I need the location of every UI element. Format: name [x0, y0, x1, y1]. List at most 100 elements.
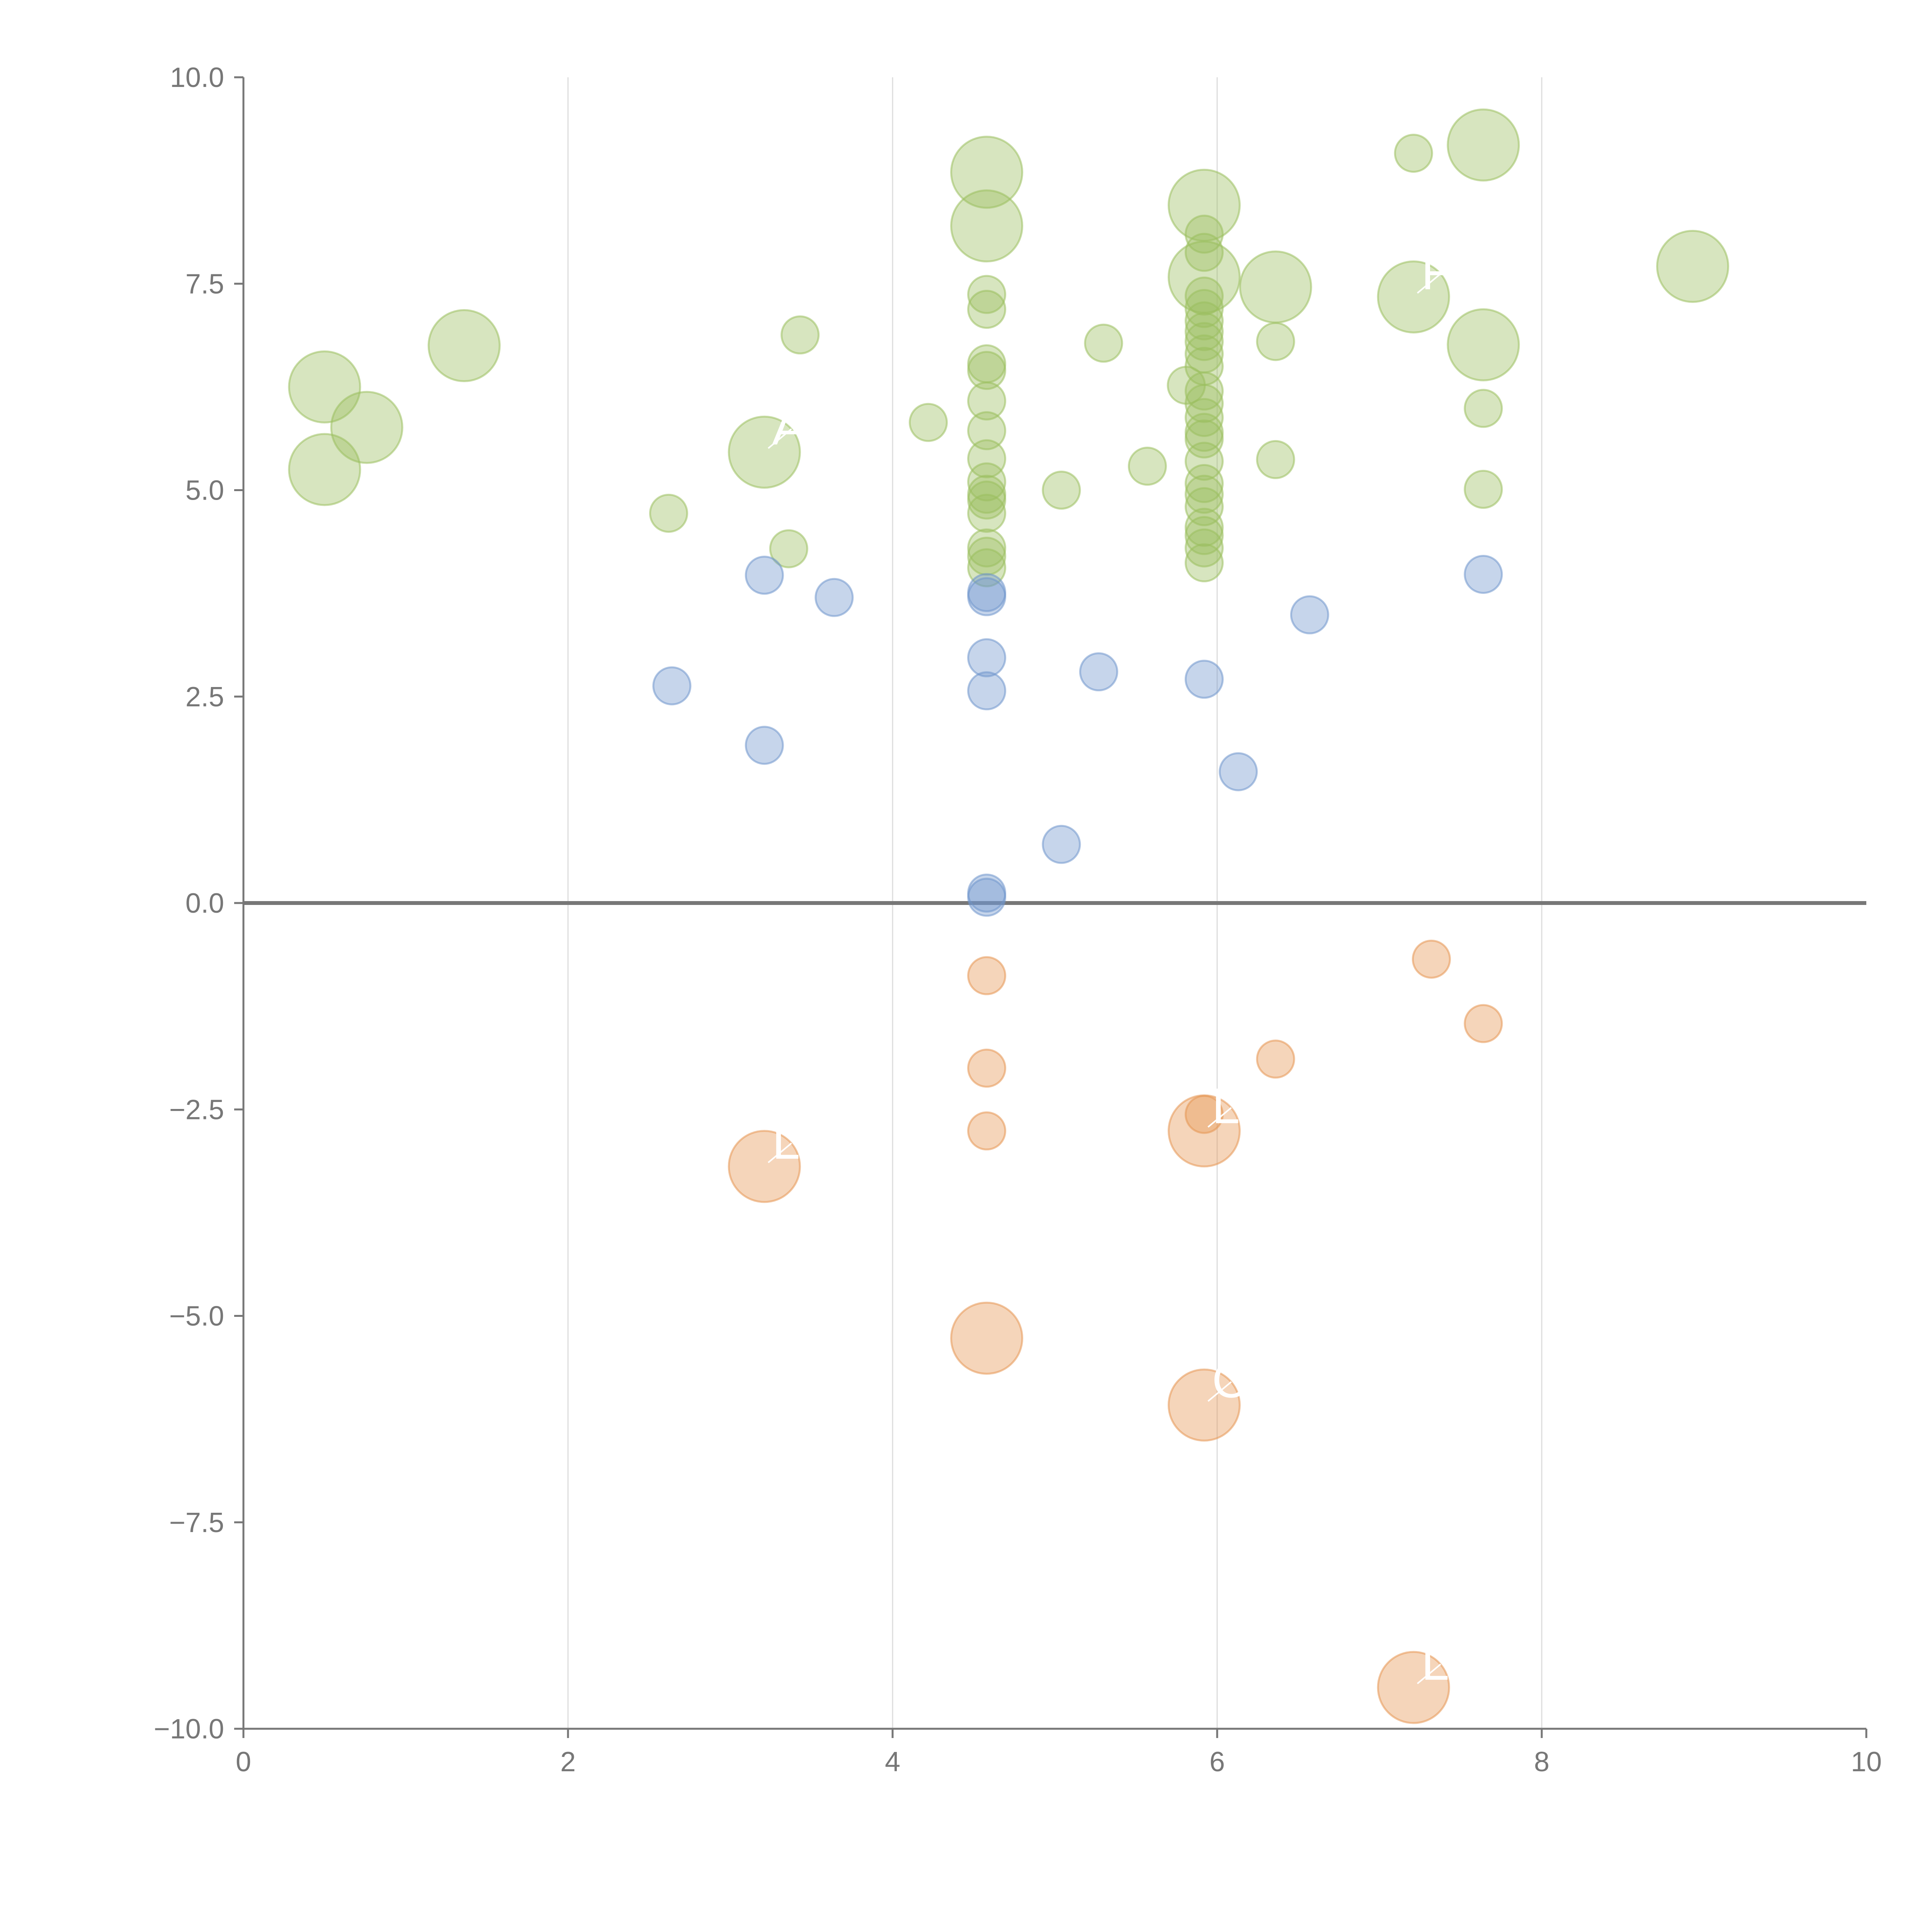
y-tick-label: 0.0 — [185, 888, 224, 919]
neutral-bubble — [745, 556, 784, 595]
positive-bubble — [1464, 469, 1503, 509]
positive-bubble — [728, 415, 801, 489]
positive-bubble — [908, 403, 948, 442]
positive-bubble — [1239, 250, 1312, 324]
positive-bubble — [1184, 442, 1224, 481]
x-tick-label: 8 — [1534, 1747, 1549, 1777]
neutral-bubble — [967, 878, 1007, 917]
positive-bubble — [1184, 289, 1224, 328]
negative-bubble — [967, 956, 1007, 995]
y-tick-label: 2.5 — [185, 682, 224, 713]
positive-bubble — [967, 493, 1007, 533]
positive-bubble — [1184, 516, 1224, 555]
positive-bubble — [781, 315, 820, 355]
neutral-bubble — [1184, 660, 1224, 699]
positive-bubble — [967, 439, 1007, 478]
y-tick-label: −7.5 — [169, 1507, 224, 1538]
neutral-bubble — [745, 726, 784, 765]
annotation-leader — [1208, 1107, 1232, 1128]
positive-bubble — [1184, 312, 1224, 351]
neutral-bubble — [967, 638, 1007, 677]
positive-bubble — [1184, 487, 1224, 526]
annotation-label: L — [772, 1113, 800, 1170]
annotation-label: C — [1212, 1352, 1248, 1408]
neutral-bubble — [1464, 554, 1503, 594]
annotation-label: L — [1421, 1634, 1449, 1690]
positive-bubble — [967, 480, 1007, 520]
annotations: A F L L C L — [767, 243, 1452, 1690]
positive-bubble — [1377, 260, 1450, 333]
positive-bubble — [1184, 543, 1224, 583]
positive-bubble — [1447, 308, 1520, 381]
y-tick-label: 5.0 — [185, 475, 224, 506]
positive-bubble — [950, 136, 1024, 209]
positive-bubble — [1184, 464, 1224, 503]
positive-bubble — [1184, 474, 1224, 514]
positive-bubble — [769, 529, 808, 568]
annotation-label: L — [1212, 1078, 1240, 1134]
neutral-bubble — [815, 578, 854, 617]
x-tick-label: 4 — [885, 1747, 900, 1777]
positive-bubble — [1447, 108, 1520, 182]
positive-bubble — [1184, 508, 1224, 547]
negative-bubble — [950, 1301, 1024, 1375]
positive-bubble — [1042, 471, 1081, 510]
positive-bubble — [967, 528, 1007, 568]
neutral-bubble — [1042, 825, 1081, 864]
positive-bubble — [967, 381, 1007, 421]
positive-bubble — [1256, 440, 1295, 479]
y-tick-label: −10.0 — [154, 1714, 224, 1745]
annotation-leader — [1417, 273, 1441, 294]
positive-bubble — [330, 391, 403, 464]
negative-bubble — [1377, 1651, 1450, 1724]
positive-bubble — [1256, 322, 1295, 361]
x-tick-label: 2 — [560, 1747, 576, 1777]
positive-bubble — [967, 289, 1007, 329]
y-tick-label: 10.0 — [170, 62, 224, 93]
positive-bubble — [649, 493, 688, 533]
positive-bubble — [967, 351, 1007, 390]
negative-bubble — [1256, 1039, 1295, 1079]
x-tick-label: 6 — [1209, 1747, 1225, 1777]
neutral-bubble — [967, 577, 1007, 616]
positive-bubble — [288, 433, 361, 506]
positive-bubble — [1464, 389, 1503, 428]
positive-bubble — [1084, 323, 1123, 363]
positive-bubble — [950, 189, 1024, 263]
bubbles — [288, 108, 1730, 1724]
positive-bubble — [288, 350, 361, 423]
negative-bubble — [1167, 1094, 1241, 1168]
positive-bubble — [967, 411, 1007, 451]
annotation-label: F — [1421, 243, 1452, 300]
positive-bubble — [1656, 230, 1730, 303]
positive-bubble — [1184, 398, 1224, 437]
neutral-bubble — [652, 666, 692, 706]
y-tick-label: 7.5 — [185, 269, 224, 299]
negative-bubble — [1464, 1004, 1503, 1043]
positive-bubble — [1184, 301, 1224, 340]
annotation-leader — [1417, 1663, 1441, 1684]
neutral-bubble — [1290, 595, 1329, 634]
negative-bubble — [967, 1111, 1007, 1151]
annotation-leader — [767, 1143, 792, 1163]
y-tick-label: −5.0 — [169, 1301, 224, 1332]
annotation-leader — [767, 428, 792, 449]
negative-bubble — [1412, 939, 1451, 979]
neutral-bubble — [1079, 652, 1118, 692]
ticks: 0 2 4 6 8 10 10.0 7.5 5.0 2.5 0.0 −2.5 −5.0 −7.5 −10.0 — [154, 62, 1882, 1777]
positive-bubble — [1394, 134, 1433, 173]
positive-bubble — [427, 309, 501, 383]
x-tick-label: 10 — [1851, 1747, 1882, 1777]
neutral-bubble — [1219, 752, 1258, 791]
negative-bubble — [1167, 1368, 1241, 1442]
neutral-bubble — [967, 671, 1007, 711]
x-tick-label: 0 — [236, 1747, 251, 1777]
positive-bubble — [967, 275, 1007, 314]
positive-bubble — [1128, 447, 1167, 486]
annotation-leader — [1208, 1381, 1232, 1402]
negative-bubble — [728, 1130, 801, 1203]
y-tick-label: −2.5 — [169, 1094, 224, 1125]
positive-bubble — [1184, 528, 1224, 568]
annotation-label: A — [772, 399, 806, 455]
